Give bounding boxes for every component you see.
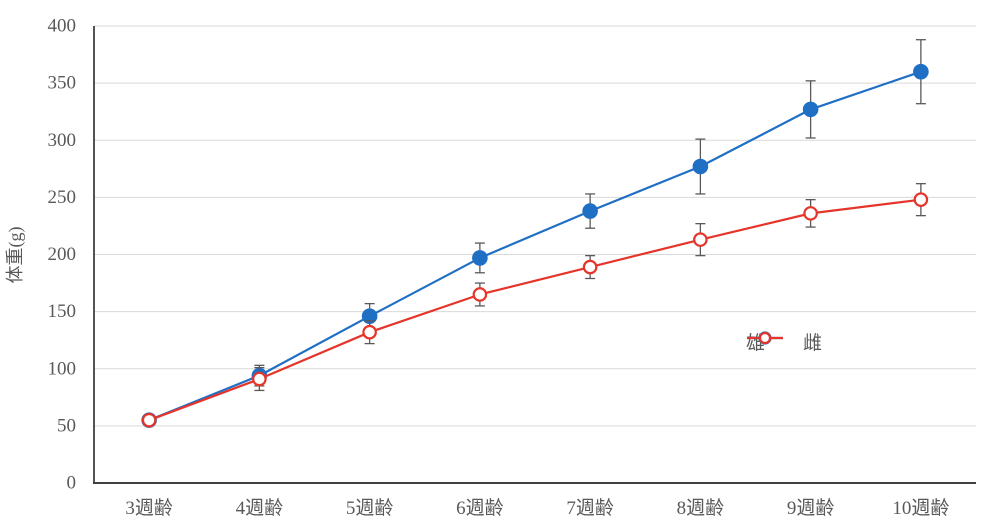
y-tick-label: 250 <box>48 187 77 208</box>
series-line-1 <box>148 198 922 422</box>
y-tick-label: 400 <box>48 16 77 37</box>
y-tick-label: 50 <box>57 415 76 436</box>
data-point <box>803 206 818 221</box>
x-tick-label: 10週齢 <box>892 497 949 519</box>
data-point <box>362 324 377 340</box>
data-point <box>913 192 929 207</box>
y-tick-label: 100 <box>48 358 77 379</box>
legend: 雄 雌 <box>746 330 822 356</box>
series-line-0 <box>148 70 922 422</box>
x-tick-label: 3週齢 <box>125 497 173 519</box>
x-tick-label: 5週齢 <box>346 497 394 519</box>
y-tick-label: 0 <box>67 473 77 494</box>
data-point <box>252 371 267 387</box>
y-tick-label: 200 <box>48 244 77 265</box>
data-point <box>913 63 929 80</box>
female-series-marker-icon <box>747 331 783 345</box>
data-point <box>802 101 819 118</box>
x-tick-label: 8週齢 <box>677 497 725 519</box>
legend-label-female: 雌 <box>803 332 823 354</box>
x-tick-label: 9週齢 <box>787 497 835 519</box>
x-tick-label: 7週齢 <box>566 497 614 519</box>
data-point <box>141 412 157 428</box>
x-tick-label: 4週齢 <box>236 497 284 519</box>
y-tick-label: 150 <box>48 301 77 322</box>
data-point <box>692 158 709 175</box>
y-tick-label: 300 <box>48 130 77 151</box>
data-point <box>582 203 598 219</box>
x-tick-label: 6週齢 <box>456 497 504 519</box>
data-point <box>693 232 708 247</box>
data-point <box>472 250 488 266</box>
y-axis-title: 体重(g) <box>5 226 25 284</box>
legend-item-female: 雌 <box>747 331 823 354</box>
data-point <box>472 287 488 302</box>
y-tick-label: 350 <box>48 73 77 94</box>
data-point <box>582 259 598 275</box>
